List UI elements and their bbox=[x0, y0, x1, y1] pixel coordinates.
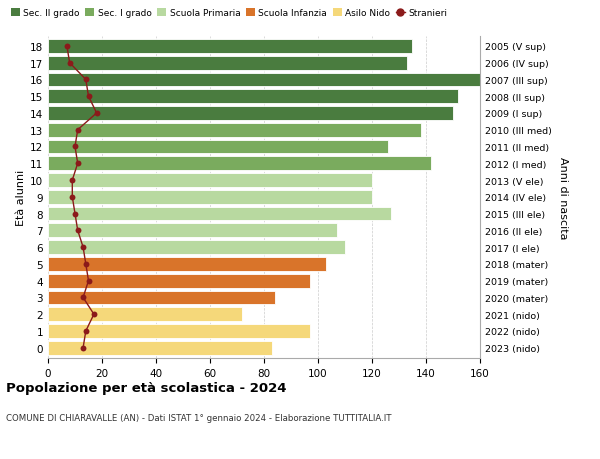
Bar bbox=[48, 123, 421, 137]
Text: Popolazione per età scolastica - 2024: Popolazione per età scolastica - 2024 bbox=[6, 381, 287, 394]
Bar bbox=[48, 224, 337, 238]
Bar bbox=[48, 90, 458, 104]
Point bbox=[84, 93, 94, 101]
Bar bbox=[48, 308, 242, 321]
Bar bbox=[48, 291, 275, 305]
Point bbox=[89, 311, 99, 318]
Point bbox=[78, 244, 88, 251]
Point bbox=[73, 227, 82, 235]
Point bbox=[65, 60, 74, 67]
Point bbox=[68, 177, 77, 185]
Bar bbox=[48, 157, 431, 171]
Bar bbox=[48, 73, 488, 87]
Bar bbox=[48, 190, 372, 204]
Point bbox=[81, 328, 91, 335]
Point bbox=[73, 127, 82, 134]
Y-axis label: Età alunni: Età alunni bbox=[16, 169, 26, 225]
Point bbox=[81, 261, 91, 268]
Point bbox=[78, 294, 88, 302]
Bar bbox=[48, 257, 326, 271]
Point bbox=[70, 144, 80, 151]
Bar bbox=[48, 241, 345, 254]
Bar bbox=[48, 341, 272, 355]
Bar bbox=[48, 325, 310, 338]
Bar bbox=[48, 140, 388, 154]
Bar bbox=[48, 107, 453, 121]
Point bbox=[68, 194, 77, 201]
Point bbox=[81, 77, 91, 84]
Bar bbox=[48, 274, 310, 288]
Point bbox=[84, 277, 94, 285]
Legend: Sec. II grado, Sec. I grado, Scuola Primaria, Scuola Infanzia, Asilo Nido, Stran: Sec. II grado, Sec. I grado, Scuola Prim… bbox=[11, 9, 448, 18]
Point bbox=[62, 43, 72, 50]
Bar bbox=[48, 56, 407, 70]
Bar bbox=[48, 174, 372, 187]
Text: COMUNE DI CHIARAVALLE (AN) - Dati ISTAT 1° gennaio 2024 - Elaborazione TUTTITALI: COMUNE DI CHIARAVALLE (AN) - Dati ISTAT … bbox=[6, 413, 392, 422]
Point bbox=[70, 210, 80, 218]
Bar bbox=[48, 207, 391, 221]
Y-axis label: Anni di nascita: Anni di nascita bbox=[559, 156, 568, 239]
Point bbox=[73, 160, 82, 168]
Point bbox=[92, 110, 101, 118]
Bar bbox=[48, 40, 413, 54]
Point bbox=[78, 344, 88, 352]
